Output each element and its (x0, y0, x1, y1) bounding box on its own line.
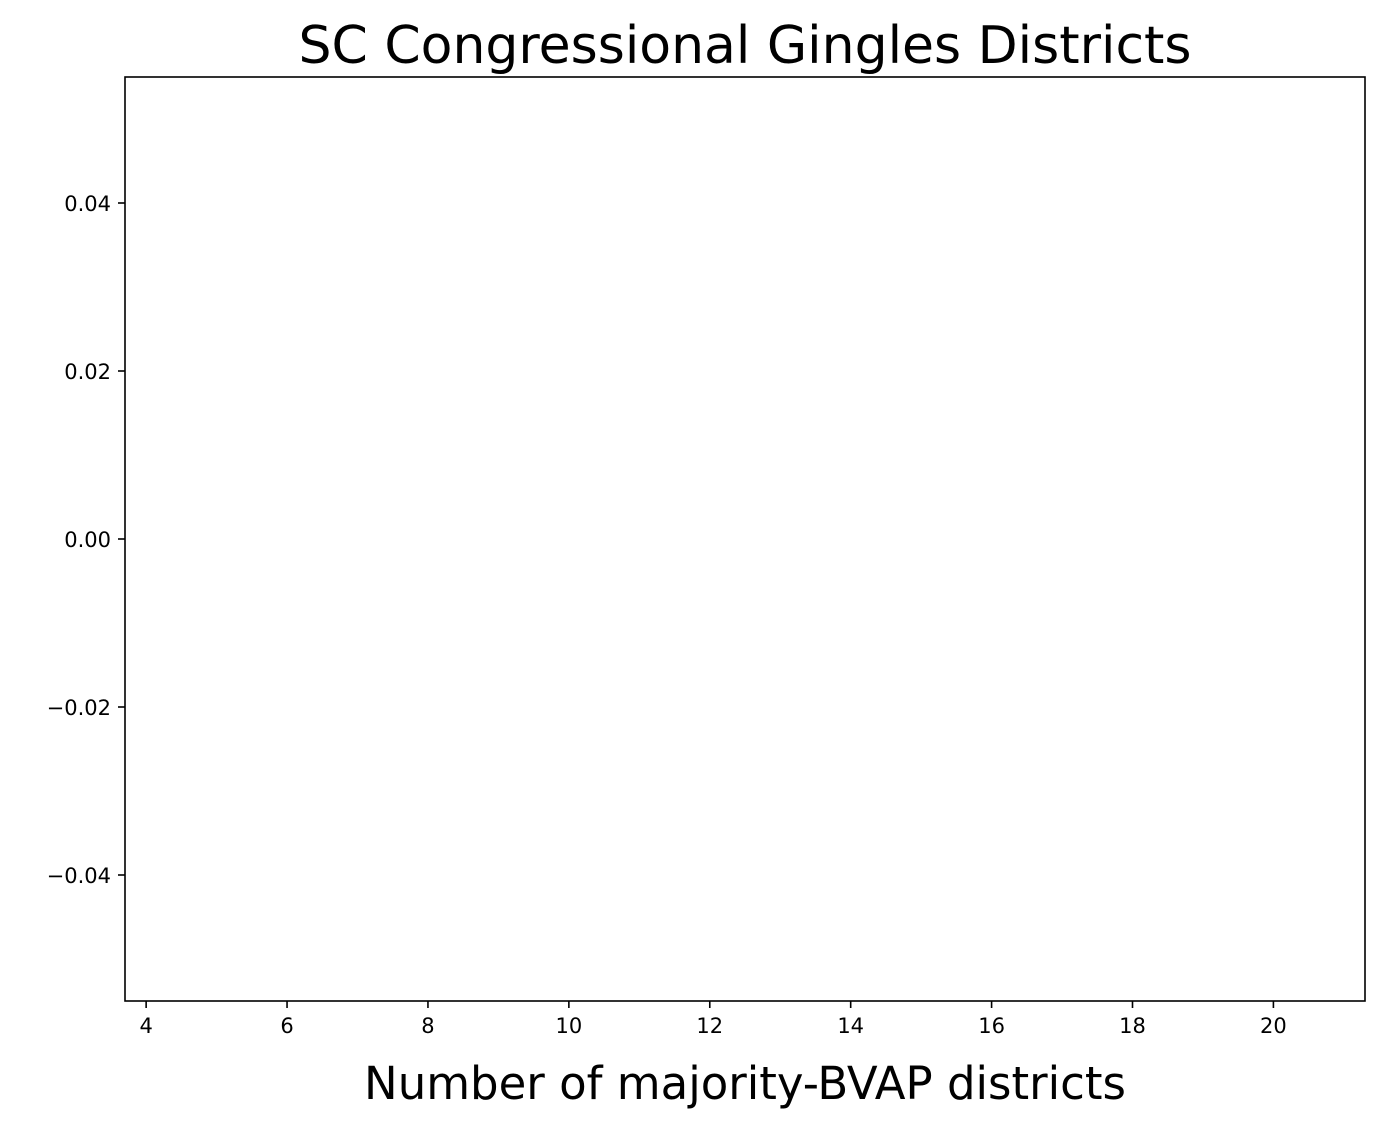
x-tick-label: 6 (280, 1014, 293, 1038)
x-tick-label: 20 (1260, 1014, 1287, 1038)
x-tick-label: 18 (1119, 1014, 1146, 1038)
x-tick-label: 16 (978, 1014, 1005, 1038)
y-tick-label: 0.04 (64, 192, 111, 216)
x-tick-label: 4 (139, 1014, 152, 1038)
x-axis-title: Number of majority-BVAP districts (364, 1057, 1126, 1110)
y-tick-label: 0.00 (64, 528, 111, 552)
x-axis-ticks: 4 6 8 10 12 14 16 18 20 (139, 1001, 1287, 1038)
y-tick-label: −0.02 (47, 696, 111, 720)
x-tick-label: 8 (421, 1014, 434, 1038)
x-tick-label: 12 (696, 1014, 723, 1038)
x-tick-label: 14 (837, 1014, 864, 1038)
x-tick-label: 10 (555, 1014, 582, 1038)
plot-area-frame (124, 76, 1366, 1002)
y-tick-label: −0.04 (47, 864, 111, 888)
y-axis-ticks: 0.04 0.02 0.00 −0.02 −0.04 (47, 192, 125, 888)
y-tick-label: 0.02 (64, 360, 111, 384)
chart-title: SC Congressional Gingles Districts (298, 16, 1191, 76)
